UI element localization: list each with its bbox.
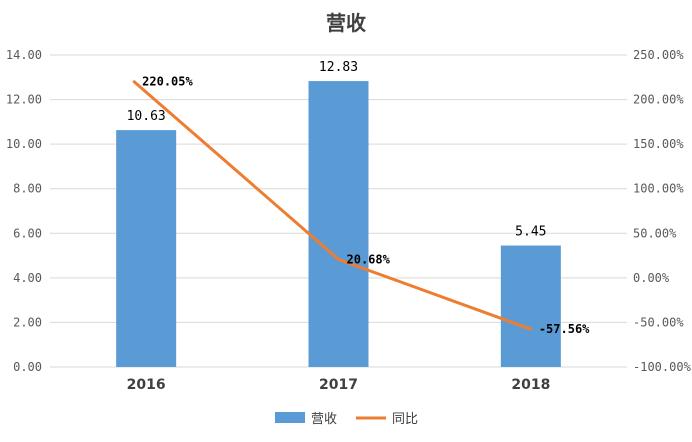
right-tick-label: 100.00% [633,182,684,196]
x-axis: 2016 2017 2018 [127,377,551,393]
right-tick-label: 50.00% [633,226,677,240]
line-point [132,80,136,84]
legend: 营收 同比 [275,412,418,427]
bar-value-label: 10.63 [127,109,166,124]
bar [116,130,177,367]
bar [308,81,369,368]
left-tick-label: 12.00 [6,93,42,107]
right-tick-label: 150.00% [633,137,684,151]
bar [500,245,561,367]
line-value-label: 220.05% [142,75,193,89]
left-axis: 0.00 2.00 4.00 6.00 8.00 10.00 12.00 14.00 [6,48,42,374]
bar-value-label: 5.45 [515,225,546,240]
chart-title: 营收 [326,11,366,35]
right-tick-label: 200.00% [633,93,684,107]
category-label: 2017 [319,377,358,393]
bar-value-label: 12.83 [319,60,358,75]
legend-line-label: 同比 [392,412,418,427]
right-tick-label: 250.00% [633,48,684,62]
line-value-label: -57.56% [539,322,590,336]
right-axis: -100.00% -50.00% 0.00% 50.00% 100.00% 150.00%… [633,48,692,374]
left-tick-label: 6.00 [13,226,42,240]
legend-bar-label: 营收 [311,412,337,427]
line-series: 220.05% 20.68% -57.56% [132,75,590,336]
left-tick-label: 14.00 [6,48,42,62]
line-value-label: 20.68% [347,252,391,266]
left-tick-label: 0.00 [13,360,42,374]
left-tick-label: 8.00 [13,182,42,196]
left-tick-label: 10.00 [6,137,42,151]
line-point [529,327,533,331]
legend-bar-swatch [275,412,305,423]
right-tick-label: -100.00% [633,360,692,374]
category-label: 2018 [511,377,550,393]
category-label: 2016 [127,377,166,393]
line-point [337,257,340,261]
bar-series: 10.63 12.83 5.45 [116,60,561,368]
left-tick-label: 2.00 [13,315,42,329]
left-tick-label: 4.00 [13,271,42,285]
right-tick-label: 0.00% [633,271,670,285]
right-tick-label: -50.00% [633,315,684,329]
